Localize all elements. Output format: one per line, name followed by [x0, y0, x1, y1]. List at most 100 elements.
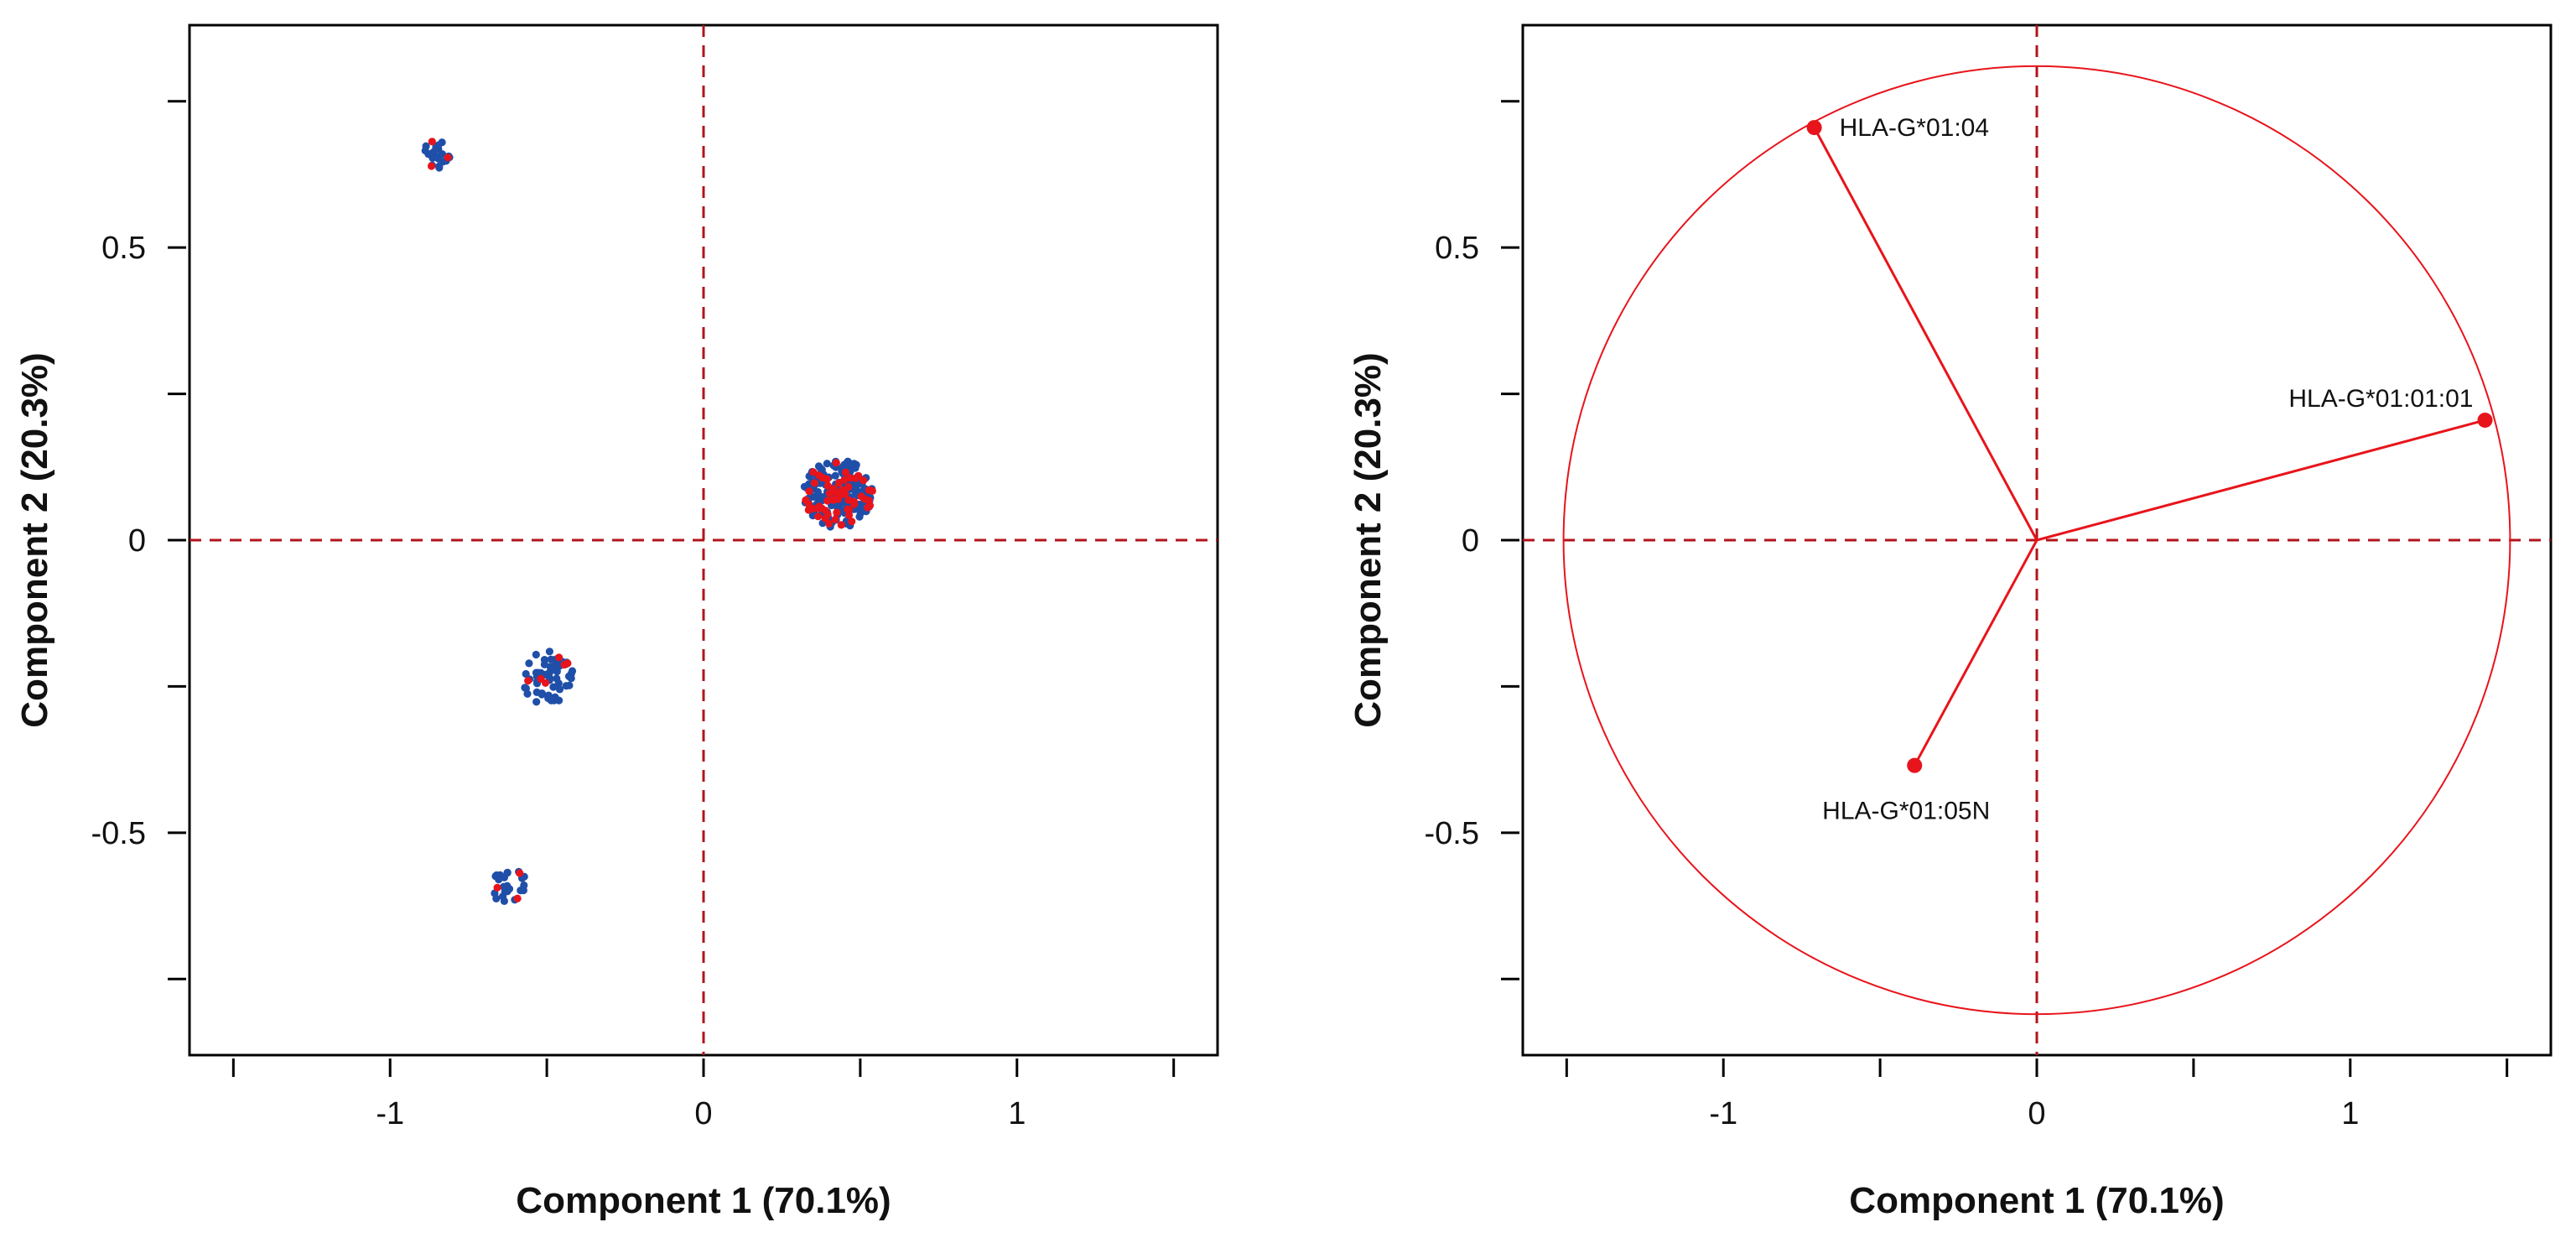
sample-cluster	[491, 867, 528, 905]
y-tick-label: 0.5	[1435, 231, 1479, 266]
sample-point-blue	[831, 471, 839, 480]
sample-cluster	[521, 648, 577, 706]
x-tick-label: 0	[694, 1096, 712, 1131]
sample-point-blue	[818, 493, 826, 502]
sample-cluster	[421, 138, 454, 172]
y-axis-label: Component 2 (20.3%)	[14, 352, 55, 727]
y-tick-label: 0	[128, 523, 146, 559]
sample-point-blue	[427, 149, 435, 158]
x-axis-label: Component 1 (70.1%)	[1849, 1180, 2224, 1221]
sample-point-red	[844, 511, 854, 519]
sample-point-red	[516, 869, 524, 877]
sample-point-red	[833, 508, 841, 517]
sample-point-blue	[532, 698, 541, 706]
sample-point-red	[850, 497, 859, 507]
sample-point-red	[829, 485, 838, 493]
loading-vector	[2036, 419, 2485, 542]
sample-point-blue	[553, 674, 561, 683]
y-tick-label: 0.5	[101, 231, 146, 266]
sample-point-red	[865, 501, 875, 510]
x-tick-label: -1	[1709, 1096, 1737, 1131]
sample-point-red	[846, 474, 854, 482]
sample-point-blue	[823, 460, 831, 468]
sample-point-blue	[813, 487, 823, 497]
x-axis-label: Component 1 (70.1%)	[516, 1180, 891, 1221]
sample-point-red	[810, 479, 818, 487]
sample-point-red	[513, 894, 522, 902]
sample-point-blue	[562, 682, 570, 690]
sample-point-red	[865, 486, 873, 495]
x-tick-label: 1	[2341, 1096, 2359, 1131]
sample-point-red	[823, 497, 832, 505]
sample-point-blue	[525, 659, 533, 668]
sample-point-blue	[564, 672, 574, 681]
sample-point-blue	[545, 648, 554, 656]
sample-point-blue	[435, 164, 444, 172]
sample-point-red	[818, 473, 827, 482]
sample-point-red	[814, 512, 823, 521]
loading-label: HLA-G*01:04	[1840, 114, 1989, 142]
sample-point-red	[809, 468, 818, 476]
sample-point-red	[844, 482, 853, 491]
y-tick-label: 0	[1462, 523, 1479, 559]
sample-point-red	[823, 481, 832, 490]
sample-point-blue	[500, 897, 509, 905]
sample-cluster	[800, 457, 876, 531]
sample-point-blue	[505, 885, 514, 893]
sample-point-red	[564, 659, 572, 668]
score-plot-panel: -1 0 1 -0.5 0 0.5 Component 1 (70.1%) Component…	[14, 23, 1219, 1221]
sample-point-red	[848, 517, 856, 526]
sample-point-red	[845, 506, 854, 514]
sample-point-red	[444, 153, 452, 162]
sample-point-blue	[814, 462, 823, 471]
sample-point-blue	[434, 154, 443, 163]
sample-point-red	[841, 468, 850, 476]
sample-point-blue	[503, 868, 512, 876]
sample-point-blue	[852, 481, 860, 490]
sample-point-red	[428, 138, 436, 146]
sample-point-blue	[547, 655, 555, 663]
loading-label: HLA-G*01:01:01	[2288, 385, 2473, 413]
x-tick-label: -1	[376, 1096, 404, 1131]
loading-point	[2477, 412, 2493, 428]
sample-point-red	[802, 496, 810, 505]
sample-point-blue	[540, 656, 549, 664]
sample-point-red	[840, 476, 849, 484]
y-tick-label: -0.5	[91, 816, 146, 851]
sample-point-red	[829, 496, 838, 504]
sample-point-red	[837, 489, 845, 498]
loading-vector	[1913, 539, 2038, 767]
sample-point-red	[831, 515, 839, 523]
x-tick-label: 0	[2028, 1096, 2045, 1131]
y-axis-label: Component 2 (20.3%)	[1348, 352, 1389, 727]
x-tick-label: 1	[1008, 1096, 1026, 1131]
sample-point-blue	[547, 696, 555, 705]
sample-point-red	[851, 474, 860, 482]
correlation-circle	[1562, 65, 2511, 1016]
sample-point-blue	[538, 689, 547, 698]
loading-label: HLA-G*01:05N	[1822, 798, 1990, 825]
sample-point-red	[860, 476, 868, 485]
sample-point-red	[555, 653, 564, 662]
sample-point-blue	[523, 689, 532, 698]
biplot-panel: -1 0 1 -0.5 0 0.5 Component 1 (70.1%) Component…	[1348, 23, 2553, 1221]
sample-point-red	[804, 506, 813, 514]
sample-point-blue	[434, 141, 443, 149]
sample-point-blue	[532, 650, 540, 659]
y-tick-label: -0.5	[1425, 816, 1479, 851]
loading-point	[1907, 757, 1923, 773]
sample-point-red	[493, 883, 501, 892]
loading-point	[1806, 120, 1822, 136]
sample-point-blue	[496, 871, 504, 879]
sample-point-blue	[855, 512, 864, 521]
sample-point-red	[524, 677, 532, 685]
sample-point-blue	[421, 146, 429, 155]
sample-point-red	[832, 459, 840, 467]
sample-point-red	[805, 487, 813, 496]
sample-point-red	[825, 519, 834, 528]
sample-point-blue	[537, 668, 545, 677]
sample-point-blue	[522, 669, 530, 679]
sample-point-blue	[549, 683, 558, 691]
sample-point-red	[818, 504, 826, 512]
